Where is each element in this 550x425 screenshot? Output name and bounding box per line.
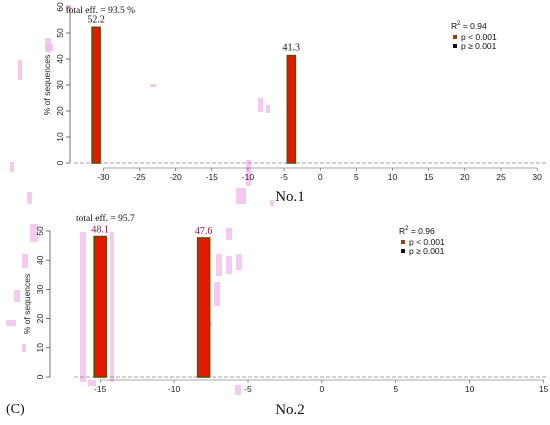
y-tick-label: 40	[35, 255, 45, 265]
y-tick-label: 0	[35, 374, 45, 379]
image-artifact	[258, 98, 263, 112]
bar-value-label: 48.1	[91, 225, 109, 236]
bar	[93, 235, 107, 378]
image-artifact	[214, 282, 220, 306]
r-squared-value: = 0.96	[408, 226, 435, 236]
y-tick-label: 60	[55, 2, 65, 12]
legend-swatch	[453, 35, 457, 39]
x-tick-label: 0	[320, 384, 325, 394]
r-squared-label: R2 = 0.96	[399, 226, 435, 236]
r-squared-label: R2 = 0.94	[451, 21, 487, 31]
x-tick-label: 5	[393, 384, 398, 394]
image-artifact	[216, 254, 222, 276]
y-tick-label: 20	[35, 314, 45, 324]
image-artifact	[110, 232, 114, 382]
y-tick-label: 20	[55, 106, 65, 116]
image-artifact	[226, 256, 232, 274]
image-artifact	[150, 84, 156, 87]
r-squared-symbol: R	[399, 226, 405, 236]
image-artifact	[266, 105, 270, 113]
x-tick-label: -15	[206, 172, 219, 182]
bar	[91, 26, 101, 164]
panel-no2: 0 10 20 30 40 50 % of sequences -15 -10 -5 0 5 10 15 4…	[6, 213, 549, 418]
legend-swatch	[401, 240, 405, 244]
x-tick-label: 15	[424, 172, 434, 182]
y-tick-label: 40	[55, 54, 65, 64]
image-artifact	[246, 160, 251, 186]
x-tick-label: -5	[244, 384, 252, 394]
legend-swatch	[453, 44, 457, 48]
image-artifact	[270, 200, 274, 206]
bar	[286, 54, 297, 164]
bar-value-label: 52.2	[87, 14, 105, 25]
y-tick-label: 10	[55, 132, 65, 142]
r-squared-superscript: 2	[457, 21, 461, 27]
efficiency-annotation: total eff. = 93.5 %	[66, 5, 135, 16]
bar-value-label: 47.6	[195, 226, 213, 237]
legend-label: p < 0.001	[461, 32, 497, 42]
r-squared-value: = 0.94	[460, 21, 487, 31]
image-artifact	[10, 162, 14, 172]
legend-label: p ≥ 0.001	[461, 41, 497, 51]
x-tick-label: 5	[354, 172, 359, 182]
image-artifact	[18, 60, 22, 80]
image-artifact	[22, 254, 28, 268]
x-tick-label: 10	[388, 172, 398, 182]
efficiency-annotation: total eff. = 95.7	[76, 213, 135, 224]
legend-label: p < 0.001	[409, 237, 445, 247]
x-tick-label: -10	[242, 172, 255, 182]
y-tick-label: 30	[35, 284, 45, 294]
legend-swatch	[401, 249, 405, 253]
y-axis-label: % of sequences	[22, 274, 32, 334]
x-tick-label: -10	[168, 384, 181, 394]
image-artifact	[47, 44, 53, 51]
y-tick-label: 30	[55, 80, 65, 90]
x-tick-label: 30	[532, 172, 542, 182]
y-axis-label: % of sequences	[42, 55, 52, 115]
panel-letter: (C)	[6, 402, 25, 417]
image-artifact	[235, 385, 241, 395]
bar	[196, 237, 211, 378]
x-tick-label: -20	[169, 172, 182, 182]
image-artifact	[80, 232, 86, 382]
x-tick-label: 10	[465, 384, 475, 394]
image-artifact	[226, 228, 232, 240]
image-artifact	[14, 290, 20, 302]
x-tick-label: 20	[460, 172, 470, 182]
image-artifact	[236, 254, 242, 270]
y-tick-label: 0	[55, 160, 65, 165]
r-squared-symbol: R	[451, 21, 457, 31]
r-squared-superscript: 2	[405, 226, 409, 232]
x-tick-label: -25	[133, 172, 146, 182]
image-artifact	[22, 344, 26, 352]
x-tick-label: 25	[496, 172, 506, 182]
y-tick-label: 50	[35, 226, 45, 236]
x-tick-label: -30	[97, 172, 110, 182]
bar-value-label: 41.3	[283, 43, 301, 54]
x-tick-label: -5	[280, 172, 288, 182]
panel-title: No.2	[275, 402, 305, 418]
x-tick-label: 15	[539, 384, 549, 394]
image-artifact	[30, 224, 38, 242]
image-artifact	[236, 188, 246, 204]
x-tick-label: 0	[318, 172, 323, 182]
y-tick-label: 10	[35, 343, 45, 353]
image-artifact	[27, 192, 32, 204]
panel-title: No.1	[275, 189, 305, 205]
image-artifact	[88, 380, 96, 386]
x-tick-label: -15	[94, 384, 107, 394]
y-tick-label: 50	[55, 28, 65, 38]
image-artifact	[66, 5, 71, 11]
legend-label: p ≥ 0.001	[409, 246, 445, 256]
image-artifact	[6, 320, 16, 326]
